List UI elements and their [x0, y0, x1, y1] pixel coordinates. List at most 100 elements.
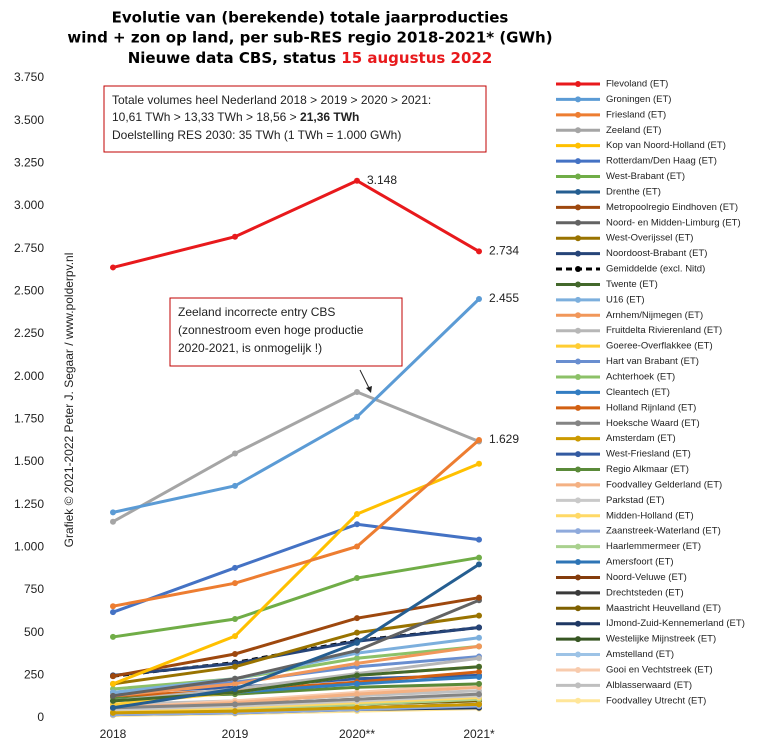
legend-label: Midden-Holland (ET) [606, 510, 694, 521]
legend-label: Parkstad (ET) [606, 495, 665, 506]
data-label: 2.734 [489, 244, 519, 258]
legend-marker [575, 219, 581, 226]
legend-label: West-Friesland (ET) [606, 449, 691, 460]
data-point [354, 647, 360, 654]
data-point [354, 543, 360, 550]
data-point [476, 624, 482, 631]
data-point [232, 701, 238, 708]
y-tick-label: 1.250 [14, 497, 44, 511]
data-point [476, 612, 482, 619]
legend-marker [575, 142, 581, 149]
legend-label: Alblasserwaard (ET) [606, 680, 692, 691]
y-tick-label: 500 [24, 625, 44, 639]
data-point [110, 680, 116, 687]
legend-marker [575, 543, 581, 550]
legend-marker [575, 697, 581, 704]
series-line [112, 702, 480, 715]
data-point [232, 233, 238, 240]
annotation-box [169, 297, 403, 367]
y-tick-label: 1.000 [14, 540, 44, 554]
legend-label: Kop van Noord-Holland (ET) [606, 140, 726, 151]
annotation: Totale volumes heel Nederland 2018 > 201… [112, 93, 431, 107]
y-tick-label: 1.750 [14, 412, 44, 426]
legend-marker [575, 682, 581, 689]
legend-marker [575, 296, 581, 303]
y-tick-label: 3.000 [14, 198, 44, 212]
legend-label: Fruitdelta Rivierenland (ET) [606, 325, 722, 336]
data-point [354, 691, 360, 698]
data-point [476, 296, 482, 303]
legend-marker [575, 173, 581, 180]
series-line [112, 522, 480, 614]
legend-label: Noord-Veluwe (ET) [606, 572, 687, 583]
data-point [476, 554, 482, 561]
legend-label: Friesland (ET) [606, 109, 666, 120]
series-line [112, 390, 480, 524]
legend-label: Drechtsteden (ET) [606, 587, 684, 598]
legend-marker [575, 373, 581, 380]
data-point [476, 680, 482, 687]
data-point [476, 561, 482, 568]
data-point [354, 696, 360, 703]
legend-marker [575, 497, 581, 504]
annotation-arrowhead [366, 386, 372, 393]
annotation-part: 10,61 TWh > 13,33 TWh > 18,56 > [112, 110, 297, 124]
data-point [110, 509, 116, 516]
data-point [232, 675, 238, 682]
y-tick-label: 2.500 [14, 284, 44, 298]
legend-label: Regio Alkmaar (ET) [606, 464, 689, 475]
legend-marker [575, 666, 581, 673]
legend-label: Groningen (ET) [606, 94, 671, 105]
data-point [476, 436, 482, 443]
y-tick-label: 3.250 [14, 156, 44, 170]
y-tick-label: 250 [24, 668, 44, 682]
legend-label: Rotterdam/Den Haag (ET) [606, 156, 717, 167]
data-point [232, 651, 238, 657]
legend-marker [575, 358, 581, 365]
data-point [476, 674, 482, 681]
legend-marker [575, 481, 581, 488]
legend-label: Drenthe (ET) [606, 186, 661, 197]
legend-marker [575, 127, 581, 134]
series-line [112, 644, 480, 698]
legend-marker [575, 281, 581, 288]
data-point [476, 594, 482, 601]
legend-label: Westelijke Mijnstreek (ET) [606, 634, 716, 645]
data-point [354, 672, 360, 679]
legend-marker [575, 589, 581, 596]
legend-label: Foodvalley Gelderland (ET) [606, 479, 722, 490]
data-point [354, 615, 360, 622]
data-point [232, 663, 238, 670]
legend-marker [575, 651, 581, 658]
series-line [112, 596, 480, 678]
series-line [112, 665, 480, 703]
legend-label: Zeeland (ET) [606, 125, 661, 136]
data-point [476, 655, 482, 662]
legend-marker [575, 81, 581, 87]
annotation: 10,61 TWh > 13,33 TWh > 18,56 > 21,36 TW… [112, 110, 359, 124]
chart-title: Evolutie van (berekende) totale jaarprod… [112, 9, 509, 27]
legend-marker [575, 574, 581, 581]
data-point [476, 643, 482, 650]
data-point [232, 450, 238, 457]
legend-marker [575, 266, 581, 273]
series-line [112, 692, 480, 710]
legend-label: Twente (ET) [606, 279, 658, 290]
legend-marker [575, 636, 581, 643]
legend-label: Achterhoek (ET) [606, 371, 675, 382]
legend-marker [575, 111, 581, 118]
data-point [354, 413, 360, 420]
y-tick-label: 750 [24, 582, 44, 596]
legend-label: Hoeksche Waard (ET) [606, 418, 700, 429]
legend-marker [575, 188, 581, 195]
data-point [476, 691, 482, 698]
data-point [110, 704, 116, 711]
data-point [354, 655, 360, 662]
legend-label: Foodvalley Utrecht (ET) [606, 695, 706, 706]
legend-marker [575, 250, 581, 257]
legend-label: U16 (ET) [606, 294, 645, 305]
data-point [232, 580, 238, 587]
data-label: 3.148 [367, 173, 397, 187]
series-line [112, 696, 480, 713]
